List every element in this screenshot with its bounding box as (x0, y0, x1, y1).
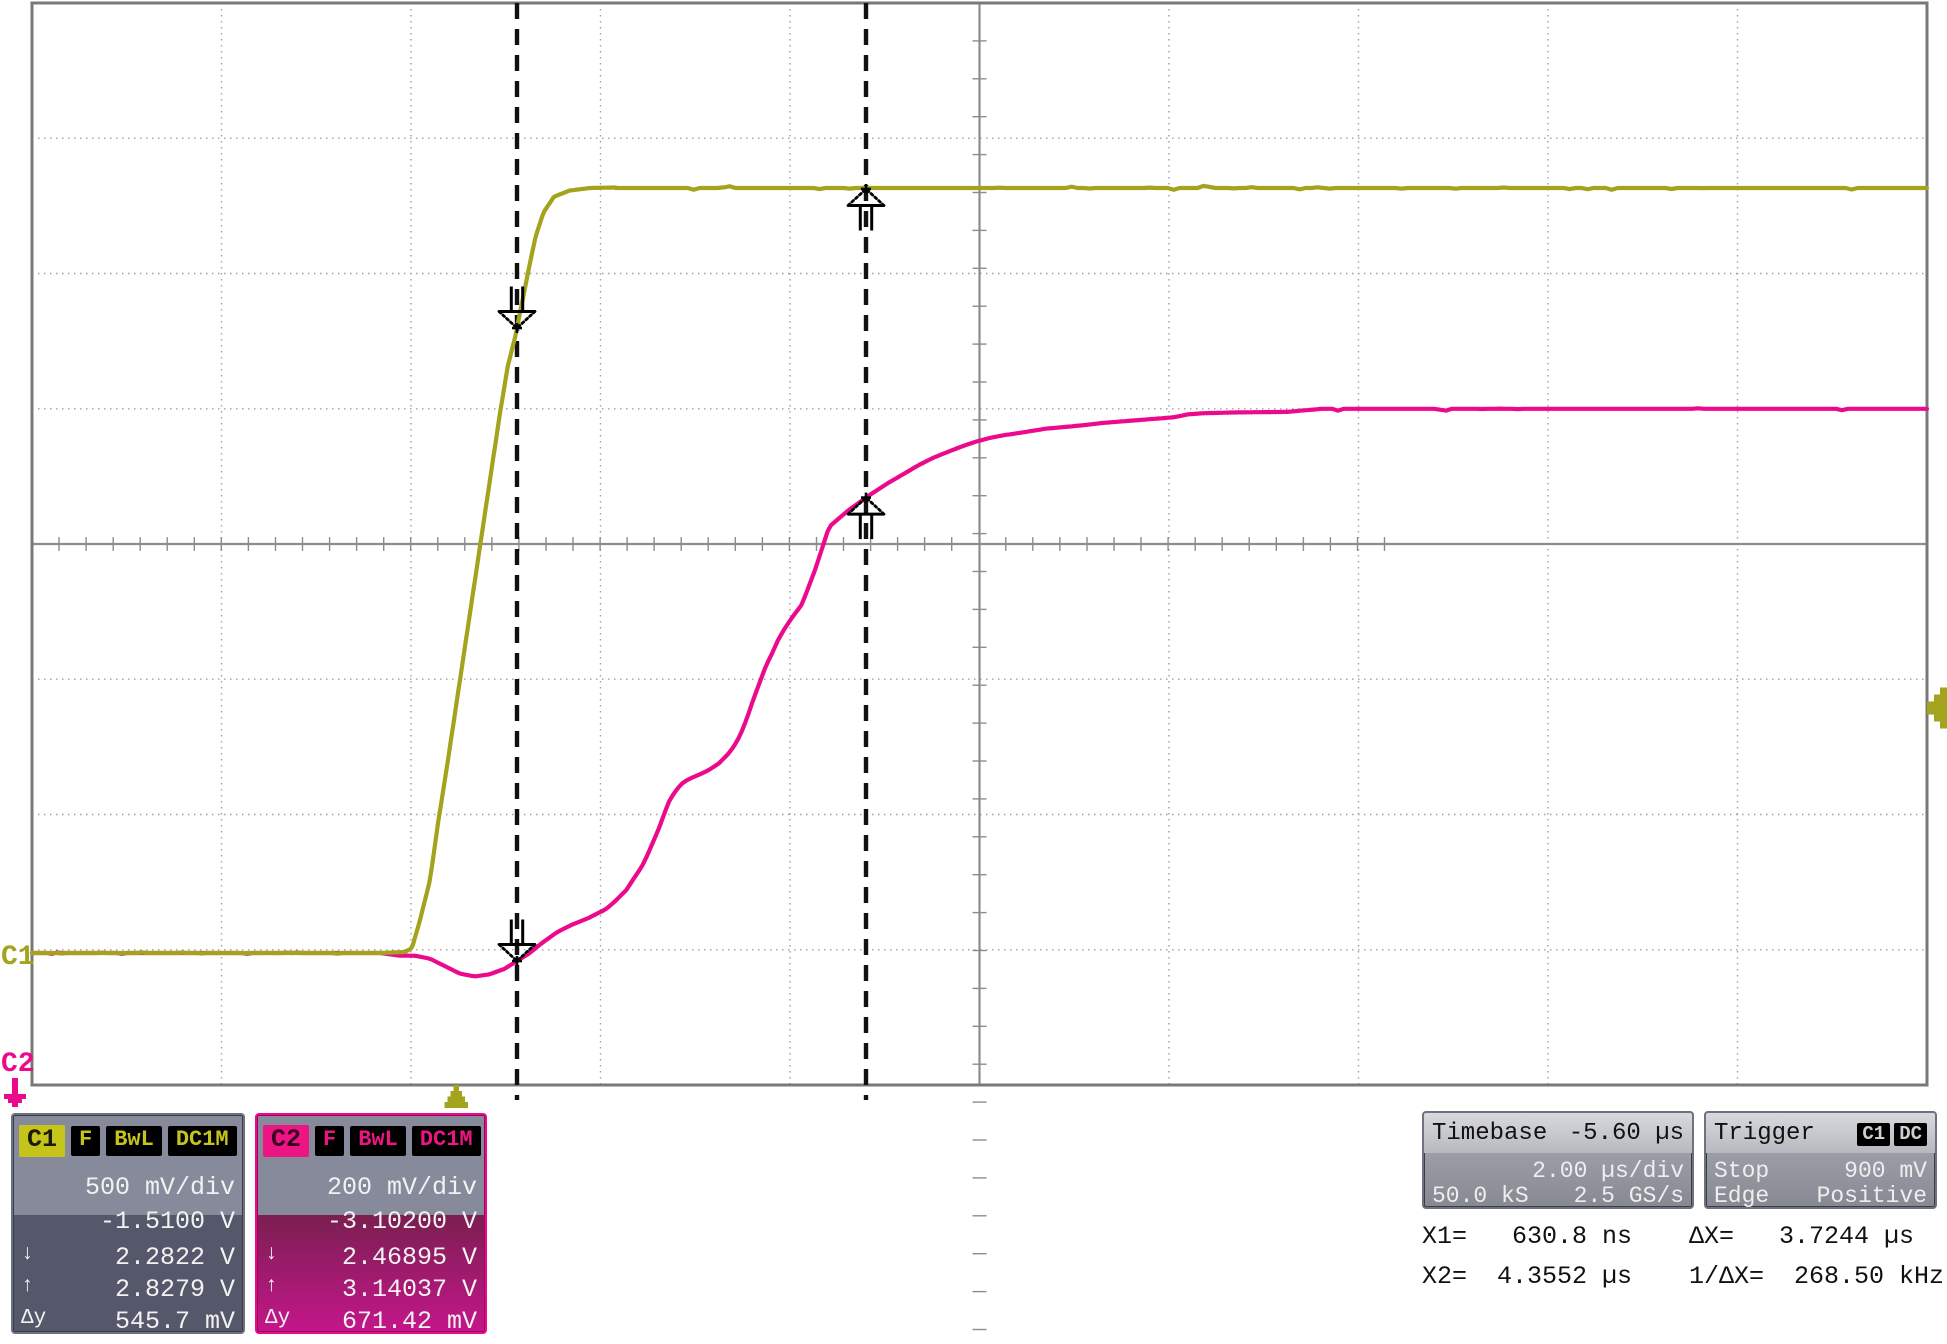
svg-text:C1: C1 (1, 942, 35, 973)
svg-text:C2: C2 (1, 1049, 35, 1080)
